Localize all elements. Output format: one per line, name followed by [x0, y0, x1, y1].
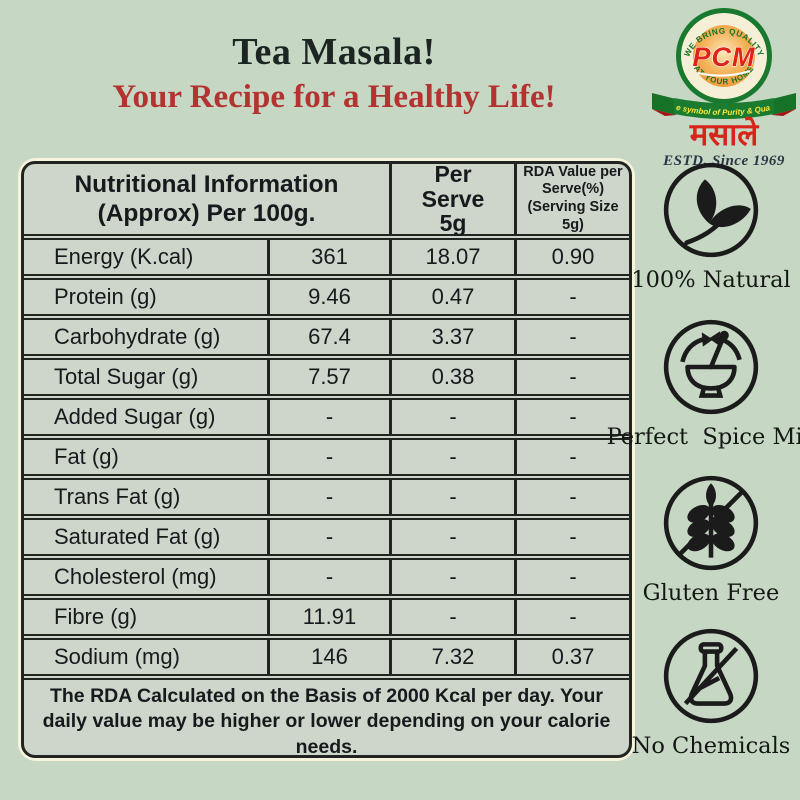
table-row: Sodium (mg) 146 7.32 0.37	[24, 638, 629, 676]
value-rda: 0.90	[514, 240, 629, 274]
value-per-100g: -	[267, 520, 389, 554]
value-rda: -	[514, 360, 629, 394]
brand-logo: WE BRING QUALITY AT YOUR HOME PCM The sy…	[650, 6, 798, 170]
header-nutritional-info: Nutritional Information (Approx) Per 100…	[74, 170, 339, 227]
value-per-serve: 3.37	[389, 320, 514, 354]
value-per-serve: -	[389, 600, 514, 634]
table-header-row: Nutritional Information (Approx) Per 100…	[24, 164, 629, 236]
value-per-100g: 67.4	[267, 320, 389, 354]
rda-footnote: The RDA Calculated on the Basis of 2000 …	[24, 678, 629, 755]
nutrition-table: Nutritional Information (Approx) Per 100…	[18, 158, 635, 761]
nutrition-table-inner: Nutritional Information (Approx) Per 100…	[21, 161, 632, 758]
value-per-100g: 9.46	[267, 280, 389, 314]
table-row: Fat (g) - - -	[24, 438, 629, 476]
table-row: Energy (K.cal) 361 18.07 0.90	[24, 238, 629, 276]
value-per-100g: 146	[267, 640, 389, 674]
value-per-100g: 11.91	[267, 600, 389, 634]
nutrient-label: Sodium (mg)	[54, 644, 180, 669]
logo-brand-script: मसाले	[689, 117, 759, 153]
value-per-serve: -	[389, 520, 514, 554]
value-rda: -	[514, 280, 629, 314]
pcm-emblem-icon: WE BRING QUALITY AT YOUR HOME PCM	[676, 8, 772, 104]
value-per-serve: 0.38	[389, 360, 514, 394]
value-rda: -	[514, 400, 629, 434]
table-row: Fibre (g) 11.91 - -	[24, 598, 629, 636]
header-per-serve: Per Serve 5g	[389, 164, 514, 236]
badge-no-chemicals: No Chemicals	[622, 625, 800, 759]
table-row: Carbohydrate (g) 67.4 3.37 -	[24, 318, 629, 356]
nutrient-label: Fibre (g)	[54, 604, 138, 629]
value-rda: -	[514, 320, 629, 354]
natural-leaf-icon	[663, 162, 759, 258]
page-subtitle: Your Recipe for a Healthy Life!	[112, 79, 556, 115]
nutrient-label: Energy (K.cal)	[54, 244, 194, 269]
value-rda: -	[514, 480, 629, 514]
nutrient-label: Added Sugar (g)	[54, 404, 216, 429]
nutrient-label: Carbohydrate (g)	[54, 324, 221, 349]
nutrient-label: Cholesterol (mg)	[54, 564, 217, 589]
mortar-pestle-icon	[663, 319, 759, 415]
value-per-100g: -	[267, 560, 389, 594]
badge-spice-mix: Perfect Spice Mix	[607, 316, 800, 450]
logo-monogram: PCM	[693, 42, 756, 72]
value-per-serve: 0.47	[389, 280, 514, 314]
value-per-100g: -	[267, 440, 389, 474]
value-per-serve: -	[389, 440, 514, 474]
nutrient-label: Fat (g)	[54, 444, 119, 469]
value-rda: -	[514, 520, 629, 554]
value-per-100g: 7.57	[267, 360, 389, 394]
value-rda: -	[514, 600, 629, 634]
nutrient-label: Total Sugar (g)	[54, 364, 199, 389]
value-rda: 0.37	[514, 640, 629, 674]
value-per-100g: -	[267, 480, 389, 514]
logo-estd-text: ESTD. Since 1969	[663, 152, 785, 169]
nutrient-label: Protein (g)	[54, 284, 157, 309]
badge-label: No Chemicals	[631, 733, 791, 759]
table-row: Saturated Fat (g) - - -	[24, 518, 629, 556]
badge-label: 100% Natural	[631, 267, 791, 293]
badge-label: Perfect Spice Mix	[606, 424, 800, 450]
value-per-serve: -	[389, 400, 514, 434]
no-chemicals-icon	[663, 628, 759, 724]
value-per-serve: -	[389, 560, 514, 594]
value-per-100g: -	[267, 400, 389, 434]
header-rda: RDA Value per Serve(%) (Serving Size 5g)	[514, 164, 629, 234]
value-per-100g: 361	[267, 240, 389, 274]
badge-label: Gluten Free	[642, 580, 780, 606]
value-per-serve: 7.32	[389, 640, 514, 674]
value-rda: -	[514, 560, 629, 594]
table-row: Added Sugar (g) - - -	[24, 398, 629, 436]
nutrient-label: Trans Fat (g)	[54, 484, 181, 509]
nutrient-label: Saturated Fat (g)	[54, 524, 221, 549]
value-per-serve: -	[389, 480, 514, 514]
table-row: Protein (g) 9.46 0.47 -	[24, 278, 629, 316]
value-per-serve: 18.07	[389, 240, 514, 274]
badge-natural: 100% Natural	[622, 159, 800, 293]
value-rda: -	[514, 440, 629, 474]
badge-gluten-free: Gluten Free	[622, 472, 800, 606]
page-title: Tea Masala!	[232, 31, 436, 73]
gluten-free-icon	[663, 475, 759, 571]
table-row: Cholesterol (mg) - - -	[24, 558, 629, 596]
table-row: Trans Fat (g) - - -	[24, 478, 629, 516]
table-row: Total Sugar (g) 7.57 0.38 -	[24, 358, 629, 396]
